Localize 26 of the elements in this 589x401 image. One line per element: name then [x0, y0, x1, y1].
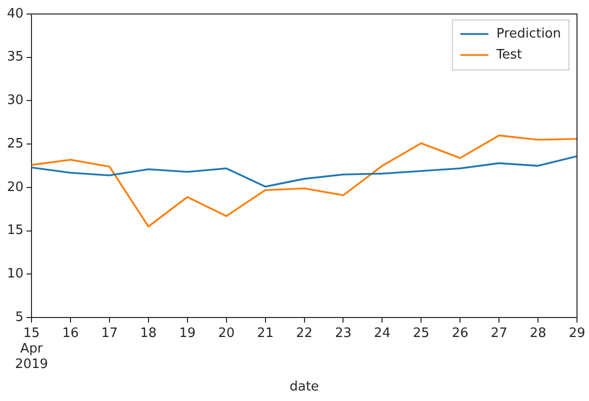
- x-tick-label: 19: [179, 326, 196, 341]
- x-tick-label: 21: [257, 326, 274, 341]
- legend-label: Test: [495, 47, 522, 62]
- x-tick-label: 27: [490, 326, 508, 341]
- x-tick-label: 15 Apr 2019: [14, 326, 48, 372]
- y-tick-label: 20: [6, 180, 24, 195]
- x-tick-label: 22: [296, 326, 313, 341]
- x-tick-label: 23: [334, 326, 352, 341]
- x-tick-label: 25: [412, 326, 430, 341]
- x-axis-title: date: [290, 380, 319, 395]
- x-tick-label: 18: [140, 326, 157, 341]
- x-tick-label: 29: [568, 326, 586, 341]
- y-tick-label: 25: [6, 136, 24, 152]
- y-tick-label: 30: [6, 93, 24, 108]
- x-tick-label: 20: [218, 326, 235, 341]
- x-tick-label: 26: [452, 326, 468, 341]
- x-tick-label: 24: [374, 326, 390, 341]
- x-tick-label: 28: [530, 326, 546, 341]
- y-tick-label: 15: [6, 223, 24, 238]
- x-tick-label: 16: [62, 326, 79, 341]
- y-tick-label: 35: [6, 50, 24, 65]
- y-tick-label: 10: [6, 266, 24, 282]
- y-tick-label: 5: [15, 310, 24, 325]
- x-tick-label: 17: [101, 326, 118, 341]
- legend-label: Prediction: [496, 26, 562, 42]
- y-tick-label: 40: [6, 6, 24, 22]
